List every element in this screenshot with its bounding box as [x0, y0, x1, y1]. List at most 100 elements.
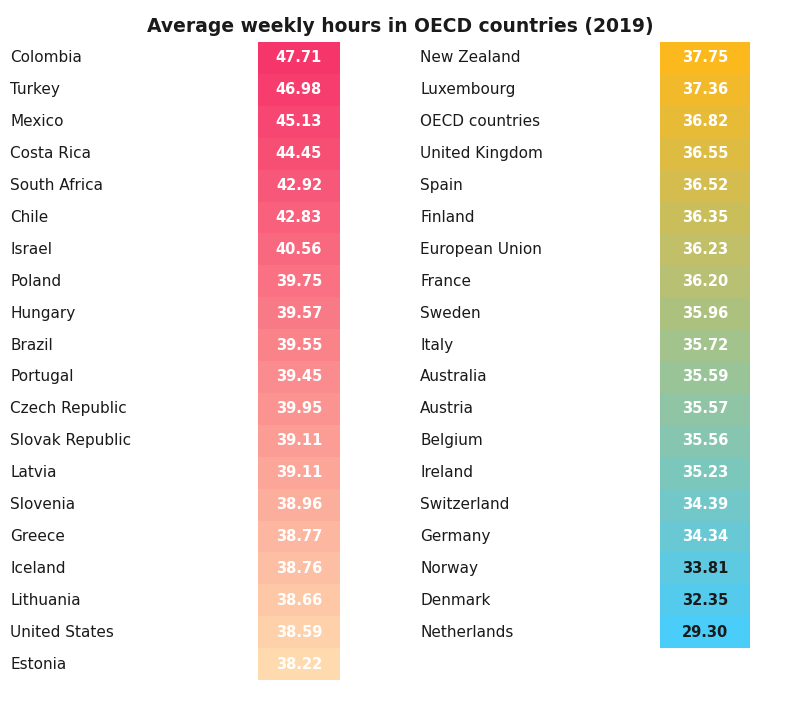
Bar	[660, 42, 750, 74]
Bar	[258, 234, 340, 266]
Bar	[258, 138, 340, 170]
Text: 39.55: 39.55	[276, 337, 322, 353]
Text: Denmark: Denmark	[420, 593, 490, 608]
Bar	[258, 616, 340, 648]
Bar	[660, 393, 750, 425]
Text: Italy: Italy	[420, 337, 453, 353]
Text: European Union: European Union	[420, 242, 542, 257]
Bar	[258, 42, 340, 74]
Bar	[660, 457, 750, 488]
Bar	[258, 202, 340, 234]
Text: 38.76: 38.76	[276, 561, 322, 576]
Text: 36.52: 36.52	[682, 178, 728, 193]
Text: Portugal: Portugal	[10, 369, 74, 384]
Text: 36.20: 36.20	[682, 274, 728, 289]
Text: 37.75: 37.75	[682, 50, 728, 65]
Bar	[660, 425, 750, 457]
Text: 35.59: 35.59	[682, 369, 728, 384]
Bar	[660, 329, 750, 361]
Text: 39.11: 39.11	[276, 433, 322, 448]
Text: 38.66: 38.66	[276, 593, 322, 608]
Text: Colombia: Colombia	[10, 50, 82, 65]
Text: 35.57: 35.57	[682, 401, 728, 416]
Bar	[660, 297, 750, 329]
Text: 38.77: 38.77	[276, 529, 322, 544]
Text: Poland: Poland	[10, 274, 61, 289]
Bar	[258, 425, 340, 457]
Text: Luxembourg: Luxembourg	[420, 82, 515, 97]
Text: 33.81: 33.81	[682, 561, 728, 576]
Text: Hungary: Hungary	[10, 305, 75, 321]
Text: 34.34: 34.34	[682, 529, 728, 544]
Text: 39.11: 39.11	[276, 465, 322, 480]
Text: 44.45: 44.45	[276, 146, 322, 161]
Text: 40.56: 40.56	[276, 242, 322, 257]
Bar	[258, 488, 340, 520]
Text: Greece: Greece	[10, 529, 65, 544]
Text: South Africa: South Africa	[10, 178, 103, 193]
Bar	[258, 552, 340, 584]
Text: Iceland: Iceland	[10, 561, 66, 576]
Bar	[660, 170, 750, 202]
Bar	[258, 74, 340, 106]
Bar	[660, 616, 750, 648]
Text: Mexico: Mexico	[10, 114, 63, 129]
Bar	[660, 488, 750, 520]
Text: Israel: Israel	[10, 242, 52, 257]
Text: 42.92: 42.92	[276, 178, 322, 193]
Text: Ireland: Ireland	[420, 465, 473, 480]
Bar	[660, 234, 750, 266]
Bar	[258, 329, 340, 361]
Text: Australia: Australia	[420, 369, 488, 384]
Text: Costa Rica: Costa Rica	[10, 146, 91, 161]
Text: Estonia: Estonia	[10, 657, 66, 672]
Text: 42.83: 42.83	[276, 210, 322, 225]
Bar	[660, 520, 750, 552]
Text: 46.98: 46.98	[276, 82, 322, 97]
Bar	[258, 266, 340, 297]
Text: Finland: Finland	[420, 210, 474, 225]
Text: 38.96: 38.96	[276, 497, 322, 512]
Bar	[660, 106, 750, 138]
Bar	[258, 361, 340, 393]
Text: Switzerland: Switzerland	[420, 497, 510, 512]
Text: 35.96: 35.96	[682, 305, 728, 321]
Bar	[258, 584, 340, 616]
Text: 39.95: 39.95	[276, 401, 322, 416]
Bar	[258, 106, 340, 138]
Text: Sweden: Sweden	[420, 305, 481, 321]
Text: 45.13: 45.13	[276, 114, 322, 129]
Text: 38.59: 38.59	[276, 625, 322, 640]
Bar	[258, 297, 340, 329]
Text: 35.72: 35.72	[682, 337, 728, 353]
Text: Lithuania: Lithuania	[10, 593, 81, 608]
Text: Belgium: Belgium	[420, 433, 482, 448]
Text: 37.36: 37.36	[682, 82, 728, 97]
Bar	[660, 361, 750, 393]
Text: 35.23: 35.23	[682, 465, 728, 480]
Bar	[258, 393, 340, 425]
Bar	[660, 266, 750, 297]
Text: United States: United States	[10, 625, 114, 640]
Bar	[660, 552, 750, 584]
Bar	[258, 648, 340, 680]
Text: 35.56: 35.56	[682, 433, 728, 448]
Text: 34.39: 34.39	[682, 497, 728, 512]
Text: OECD countries: OECD countries	[420, 114, 540, 129]
Bar	[660, 202, 750, 234]
Text: Austria: Austria	[420, 401, 474, 416]
Text: Turkey: Turkey	[10, 82, 60, 97]
Text: Spain: Spain	[420, 178, 462, 193]
Text: 39.45: 39.45	[276, 369, 322, 384]
Text: Slovenia: Slovenia	[10, 497, 75, 512]
Text: 39.57: 39.57	[276, 305, 322, 321]
Text: France: France	[420, 274, 471, 289]
Text: Netherlands: Netherlands	[420, 625, 514, 640]
Text: Germany: Germany	[420, 529, 490, 544]
Text: Brazil: Brazil	[10, 337, 53, 353]
Text: 39.75: 39.75	[276, 274, 322, 289]
Text: 36.82: 36.82	[682, 114, 728, 129]
Bar	[660, 74, 750, 106]
Bar	[258, 520, 340, 552]
Text: Chile: Chile	[10, 210, 48, 225]
